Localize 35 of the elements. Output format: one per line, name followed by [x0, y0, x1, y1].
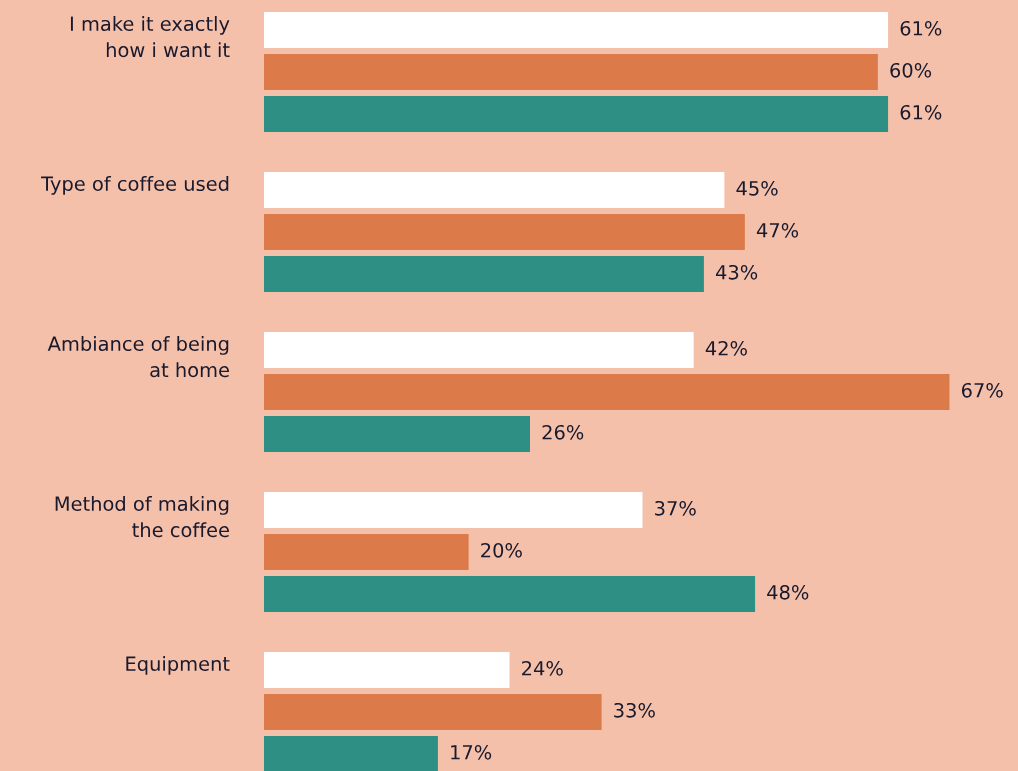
data-label: 17%	[451, 744, 492, 760]
data-label: 26%	[542, 424, 584, 440]
data-label: 67%	[961, 382, 1003, 398]
bar	[264, 332, 694, 368]
bar	[264, 652, 510, 688]
data-label: 48%	[767, 584, 809, 600]
y-tick-label: Ambiance of being at home	[47, 336, 229, 378]
bar	[264, 214, 745, 250]
data-label: 20%	[481, 542, 522, 558]
data-label: 24%	[522, 660, 563, 676]
bar	[264, 256, 704, 292]
bar	[264, 492, 643, 528]
bar	[264, 576, 756, 612]
bar	[264, 54, 878, 90]
bar	[264, 416, 530, 452]
bar	[264, 534, 469, 570]
bar	[264, 172, 725, 208]
bar	[264, 96, 889, 132]
y-tick-label: Method of making the coffee	[55, 496, 229, 538]
y-tick-label: Type of coffee used	[41, 176, 229, 195]
data-label: 45%	[736, 180, 778, 196]
data-label: 43%	[715, 264, 758, 280]
bar	[264, 12, 889, 48]
data-label: 47%	[756, 222, 799, 238]
y-tick-label: Equipment	[126, 656, 230, 675]
data-label: 37%	[655, 500, 696, 516]
data-label: 60%	[890, 62, 932, 78]
data-label: 61%	[900, 20, 942, 36]
bar	[264, 374, 950, 410]
data-label: 61%	[900, 104, 942, 120]
y-tick-label: I make it exactly how i want it	[70, 16, 230, 58]
data-label: 33%	[614, 702, 655, 718]
data-label: 42%	[705, 340, 747, 356]
bar	[264, 694, 602, 730]
bar	[264, 736, 438, 771]
